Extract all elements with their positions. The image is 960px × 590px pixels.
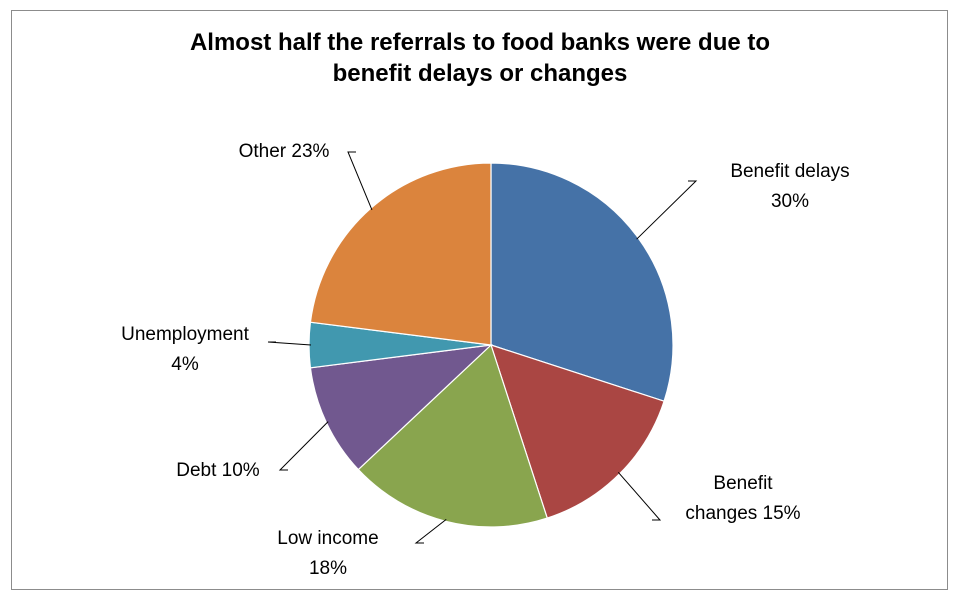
leader-lines	[267, 151, 698, 544]
data-label-low-income: Low income 18%	[277, 528, 378, 579]
data-label-line: 18%	[309, 558, 347, 579]
pie-slice-low-income	[357, 343, 548, 528]
data-label-line: Benefit delays	[730, 161, 849, 182]
chart-title: Almost half the referrals to food banks …	[0, 27, 960, 89]
data-label-debt: Debt 10%	[176, 460, 260, 481]
chart-title-line-2: benefit delays or changes	[332, 60, 628, 87]
data-label-benefit-changes: Benefit changes 15%	[685, 473, 800, 524]
leader-line-debt	[278, 421, 329, 471]
leader-line-benefit-changes	[617, 471, 662, 521]
data-label-line: Unemployment	[121, 324, 249, 345]
data-label-benefit-delays: Benefit delays 30%	[730, 161, 849, 212]
pie-slice-other	[309, 162, 492, 346]
pie-slices	[308, 162, 674, 528]
pie-slice-debt	[309, 344, 493, 471]
data-label-line: 4%	[171, 354, 199, 375]
leader-line-low-income	[414, 518, 447, 544]
data-label-line: Benefit	[713, 473, 773, 494]
data-label-unemployment: Unemployment 4%	[121, 324, 249, 375]
data-label-line: 30%	[771, 191, 809, 212]
data-label-other: Other 23%	[239, 141, 330, 162]
data-labels: Benefit delays 30% Benefit changes 15% Low i…	[121, 141, 850, 579]
data-label-line: changes 15%	[685, 503, 800, 524]
leader-line-other	[347, 151, 373, 211]
data-label-line: Low income	[277, 528, 378, 549]
chart-title-line-1: Almost half the referrals to food banks …	[189, 29, 771, 56]
leader-line-unemployment	[267, 341, 312, 346]
data-label-line: Debt 10%	[176, 460, 260, 481]
data-label-line: Other 23%	[239, 141, 330, 162]
leader-line-benefit-delays	[636, 180, 698, 240]
